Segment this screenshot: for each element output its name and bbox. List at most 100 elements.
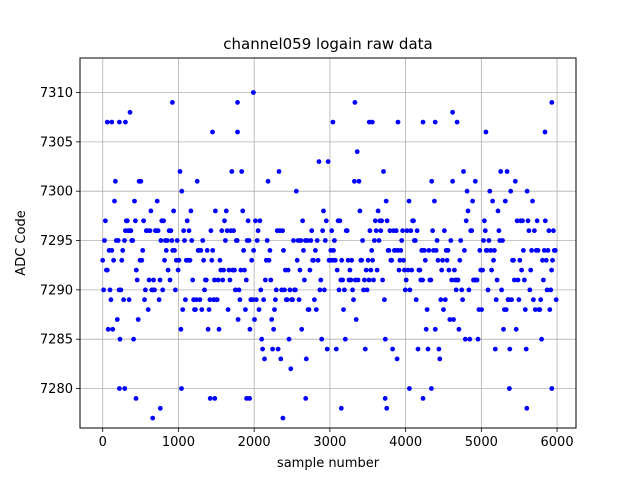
data-point [357, 208, 363, 214]
data-point [203, 277, 209, 283]
data-point [407, 287, 413, 293]
data-point [330, 119, 336, 125]
data-point [409, 267, 415, 273]
data-point [362, 277, 367, 283]
data-point [382, 396, 388, 401]
data-point [308, 238, 314, 243]
data-point [338, 405, 344, 411]
data-point [480, 267, 485, 273]
data-point [454, 119, 460, 125]
data-point [113, 178, 118, 184]
data-point [170, 100, 175, 105]
data-point [441, 307, 446, 312]
data-point [366, 277, 372, 283]
data-point [250, 297, 256, 303]
data-point [150, 415, 156, 421]
data-point [541, 248, 547, 253]
data-point [183, 297, 188, 303]
x-axis-label: sample number [277, 456, 380, 471]
data-point [284, 297, 290, 303]
data-point [361, 287, 366, 293]
data-point [303, 356, 309, 362]
data-point [381, 169, 386, 174]
data-point [491, 257, 496, 263]
data-point [223, 208, 229, 214]
data-point [236, 287, 242, 293]
data-point [304, 238, 310, 243]
data-point [514, 218, 520, 224]
data-point [548, 287, 554, 293]
data-point [157, 405, 163, 411]
data-point [512, 178, 518, 184]
data-point [122, 238, 127, 243]
data-point [134, 277, 140, 283]
data-point [133, 267, 139, 273]
data-point [240, 208, 246, 214]
data-point [207, 396, 213, 401]
data-point [148, 208, 154, 214]
data-point [337, 218, 343, 224]
data-point [503, 307, 509, 312]
data-point [484, 248, 490, 253]
data-point [108, 297, 114, 303]
data-point [348, 277, 354, 283]
data-point [187, 257, 193, 263]
data-point [200, 238, 206, 243]
data-point [515, 277, 521, 283]
data-point [539, 336, 544, 342]
data-point [172, 248, 177, 253]
data-point [155, 228, 161, 234]
y-tick-label: 7300 [40, 185, 73, 200]
data-point [451, 317, 456, 322]
data-point [114, 317, 120, 322]
data-point [373, 228, 379, 234]
data-point [482, 228, 488, 234]
data-point [382, 336, 388, 342]
data-point [531, 297, 536, 303]
data-point [523, 346, 529, 352]
data-point [243, 277, 249, 283]
y-tick-label: 7290 [40, 283, 73, 298]
data-point [487, 188, 493, 194]
data-point [393, 228, 399, 234]
data-point [258, 287, 264, 293]
data-point [321, 208, 326, 214]
data-point [549, 100, 555, 105]
data-point [331, 248, 336, 253]
data-point [303, 396, 309, 401]
data-point [499, 287, 504, 293]
data-point [359, 257, 365, 263]
data-point [402, 267, 407, 273]
data-point [528, 267, 534, 273]
data-point [223, 238, 228, 243]
data-point [470, 198, 475, 204]
data-point [494, 277, 500, 283]
data-point [474, 277, 480, 283]
data-point [226, 267, 232, 273]
data-point [217, 257, 223, 263]
data-point [270, 346, 275, 352]
data-point [280, 415, 286, 421]
data-point [544, 287, 550, 293]
data-point [347, 267, 353, 273]
data-point [320, 228, 325, 234]
data-point [364, 287, 370, 293]
data-point [299, 326, 305, 332]
data-point [387, 228, 393, 234]
data-point [309, 228, 315, 234]
data-point [496, 228, 502, 234]
data-point [154, 198, 160, 204]
data-point [120, 248, 126, 253]
data-point [353, 317, 359, 322]
data-point [251, 90, 256, 95]
data-point [447, 317, 453, 322]
data-point [404, 228, 410, 234]
data-point [459, 287, 465, 293]
data-point [266, 257, 272, 263]
data-point [130, 238, 136, 243]
data-point [234, 238, 240, 243]
data-point [540, 257, 545, 263]
data-point [313, 248, 318, 253]
data-point [425, 346, 431, 352]
